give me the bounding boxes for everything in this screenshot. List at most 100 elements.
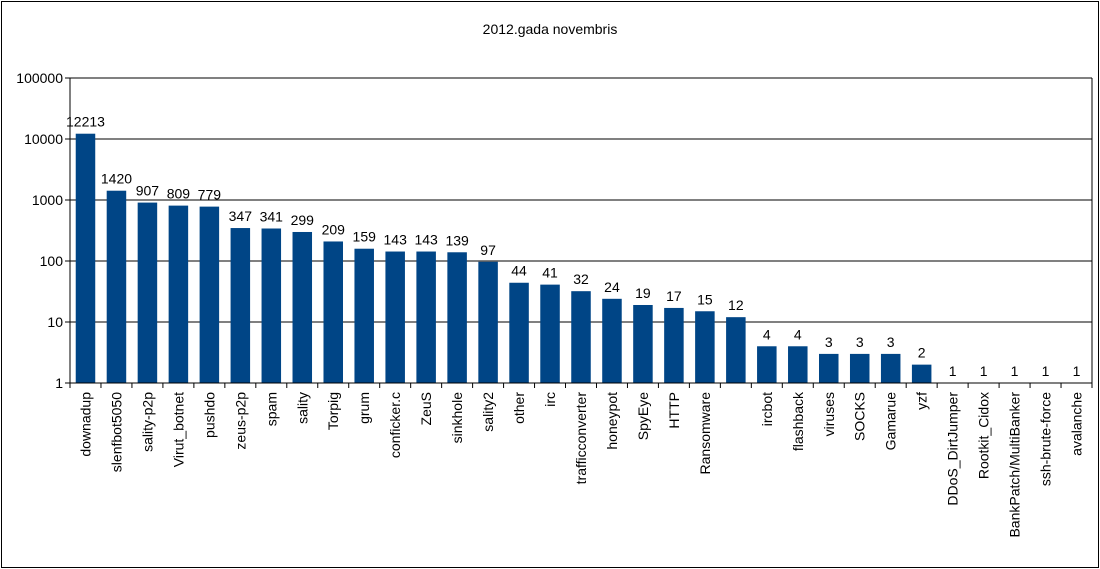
bar bbox=[757, 346, 777, 383]
x-tick-label: SpyEye bbox=[635, 392, 651, 440]
x-tick-label: Ransomware bbox=[697, 392, 713, 475]
bar bbox=[137, 202, 158, 383]
bar-value-label: 779 bbox=[198, 187, 222, 203]
bar bbox=[447, 252, 467, 383]
bar-value-label: 41 bbox=[542, 265, 558, 281]
bar-value-label: 1 bbox=[980, 363, 988, 379]
bars bbox=[75, 133, 932, 383]
bar bbox=[819, 353, 839, 383]
bar-value-label: 19 bbox=[635, 285, 651, 301]
bar-value-label: 347 bbox=[229, 208, 253, 224]
y-tick-label: 10 bbox=[47, 314, 63, 330]
x-tick-label: sality-p2p bbox=[139, 392, 155, 452]
bar bbox=[849, 353, 870, 383]
bar-value-label: 17 bbox=[666, 288, 682, 304]
x-tick-label: zeus-p2p bbox=[232, 392, 248, 450]
x-tick-label: HTTP bbox=[666, 392, 682, 429]
bar-value-label: 3 bbox=[856, 334, 864, 350]
y-axis-tick-labels: 1 10 100 1000 10000 100000 bbox=[16, 70, 63, 391]
bar-value-label: 1 bbox=[1011, 363, 1019, 379]
bar-value-label: 1 bbox=[1042, 363, 1050, 379]
bar bbox=[292, 231, 313, 383]
x-tick-label: grum bbox=[356, 392, 372, 424]
bar-value-label: 299 bbox=[291, 212, 315, 228]
x-tick-label: sinkhole bbox=[449, 392, 465, 444]
bar-value-label: 1 bbox=[949, 363, 957, 379]
x-tick-label: downadup bbox=[77, 392, 93, 457]
bar-value-label: 209 bbox=[322, 221, 346, 237]
y-tick-label: 1 bbox=[55, 375, 63, 391]
bar bbox=[75, 133, 96, 383]
x-tick-label: ssh-brute-force bbox=[1038, 392, 1054, 486]
x-tick-label: yzf bbox=[914, 392, 930, 410]
bar bbox=[664, 307, 684, 383]
x-tick-label: Rootkit_Cidox bbox=[976, 392, 992, 479]
bar bbox=[571, 291, 591, 383]
x-tick-label: pushdo bbox=[201, 392, 217, 438]
bar-value-label: 32 bbox=[573, 271, 589, 287]
x-tick-label: flashback bbox=[790, 391, 806, 451]
bar bbox=[726, 317, 746, 383]
bar-value-label: 139 bbox=[445, 232, 469, 248]
bar-value-label: 143 bbox=[414, 232, 438, 248]
bar-value-label: 1 bbox=[1073, 363, 1081, 379]
x-tick-label: SOCKS bbox=[852, 392, 868, 441]
y-tick-label: 10000 bbox=[24, 131, 63, 147]
bar-value-label: 3 bbox=[825, 334, 833, 350]
x-tick-label: avalanche bbox=[1069, 392, 1085, 456]
x-tick-label: ircbot bbox=[759, 392, 775, 426]
x-tick-label: sality bbox=[294, 392, 310, 424]
bar bbox=[788, 346, 808, 383]
bar bbox=[911, 364, 932, 383]
x-tick-label: slenfbot5050 bbox=[108, 392, 124, 472]
bar-value-label: 2 bbox=[918, 345, 926, 361]
x-axis-tick-labels: downadup slenfbot5050 sality-p2p Virut_botn… bbox=[77, 391, 1084, 538]
x-tick-label: irc bbox=[542, 392, 558, 407]
x-tick-label: Virut_botnet bbox=[170, 392, 186, 467]
bar-value-label: 809 bbox=[167, 186, 191, 202]
bar bbox=[354, 248, 374, 383]
bar bbox=[323, 241, 343, 383]
bar-value-label: 907 bbox=[136, 183, 160, 199]
bar-value-label: 1420 bbox=[101, 171, 132, 187]
y-tick-label: 100 bbox=[40, 253, 64, 269]
chart-title: 2012.gada novembris bbox=[482, 21, 618, 37]
x-tick-label: conficker.c bbox=[387, 392, 403, 458]
bar-value-label: 12213 bbox=[66, 114, 105, 130]
x-tick-label: honeypot bbox=[604, 392, 620, 450]
bar bbox=[385, 251, 405, 383]
bar bbox=[880, 353, 901, 383]
x-tick-label: viruses bbox=[821, 392, 837, 436]
bar bbox=[478, 261, 498, 383]
x-tick-label: other bbox=[511, 392, 527, 424]
x-tick-label: DDoS_DirtJumper bbox=[945, 392, 961, 506]
y-tick-label: 1000 bbox=[32, 192, 63, 208]
bar-value-label: 4 bbox=[763, 326, 771, 342]
bar bbox=[199, 206, 220, 383]
bar bbox=[602, 298, 622, 383]
bar bbox=[106, 190, 127, 383]
bar bbox=[540, 284, 560, 383]
x-tick-label: ZeuS bbox=[418, 392, 434, 425]
bar-value-label: 4 bbox=[794, 326, 802, 342]
bar bbox=[261, 228, 282, 383]
bar-value-label: 143 bbox=[384, 232, 408, 248]
x-tick-label: trafficconverter bbox=[573, 392, 589, 485]
bar-value-label: 341 bbox=[260, 209, 284, 225]
bar-value-label: 44 bbox=[511, 263, 527, 279]
y-tick-label: 100000 bbox=[16, 70, 63, 86]
bar bbox=[230, 228, 251, 383]
bar-value-label: 15 bbox=[697, 291, 713, 307]
bar-value-label: 3 bbox=[887, 334, 895, 350]
bar bbox=[168, 205, 189, 383]
bar-value-label: 12 bbox=[728, 297, 744, 313]
bar-value-label: 97 bbox=[480, 242, 496, 258]
bar bbox=[416, 251, 436, 383]
x-tick-label: Torpig bbox=[325, 392, 341, 430]
bar bbox=[509, 282, 529, 383]
x-tick-label: sality2 bbox=[480, 392, 496, 432]
bar-value-label: 159 bbox=[353, 229, 377, 245]
x-tick-label: Gamarue bbox=[883, 392, 899, 451]
